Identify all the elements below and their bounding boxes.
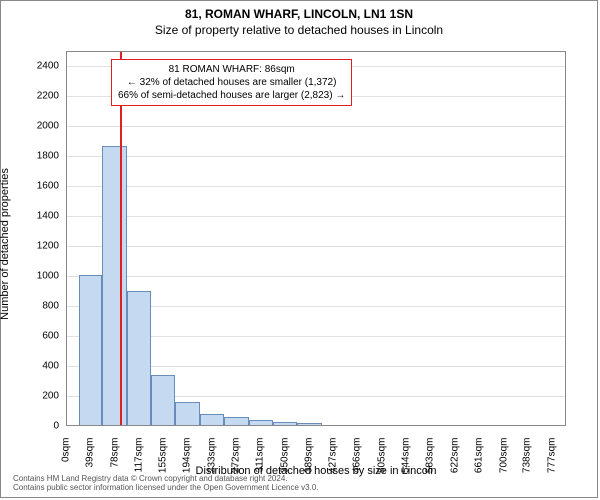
plot-border — [66, 51, 566, 426]
footer-line-2: Contains public sector information licen… — [13, 484, 319, 493]
plot-area: 81 ROMAN WHARF: 86sqm ← 32% of detached … — [66, 51, 566, 426]
x-tick: 777sqm — [546, 438, 557, 488]
y-tick: 1600 — [19, 181, 59, 192]
x-tick: 700sqm — [498, 438, 509, 488]
y-tick: 1800 — [19, 151, 59, 162]
x-tick: 505sqm — [376, 438, 387, 488]
y-tick: 2000 — [19, 121, 59, 132]
y-tick: 1200 — [19, 241, 59, 252]
chart-container: 81, ROMAN WHARF, LINCOLN, LN1 1SN Size o… — [0, 0, 598, 498]
y-tick: 2200 — [19, 91, 59, 102]
x-tick: 738sqm — [522, 438, 533, 488]
legend-line-3: 66% of semi-detached houses are larger (… — [118, 89, 345, 102]
legend-line-1: 81 ROMAN WHARF: 86sqm — [118, 63, 345, 76]
y-axis-ticks: 0200400600800100012001400160018002000220… — [23, 51, 63, 426]
x-tick: 427sqm — [327, 438, 338, 488]
y-tick: 800 — [19, 301, 59, 312]
y-tick: 200 — [19, 391, 59, 402]
y-tick: 1400 — [19, 211, 59, 222]
x-tick: 466sqm — [352, 438, 363, 488]
x-tick: 661sqm — [474, 438, 485, 488]
x-tick: 583sqm — [425, 438, 436, 488]
x-tick: 544sqm — [401, 438, 412, 488]
y-tick: 2400 — [19, 61, 59, 72]
y-tick: 0 — [19, 421, 59, 432]
chart-title: 81, ROMAN WHARF, LINCOLN, LN1 1SN — [1, 7, 597, 21]
y-tick: 400 — [19, 361, 59, 372]
y-axis-label: Number of detached properties — [0, 168, 11, 320]
x-tick: 622sqm — [449, 438, 460, 488]
y-tick: 600 — [19, 331, 59, 342]
legend-box: 81 ROMAN WHARF: 86sqm ← 32% of detached … — [111, 59, 352, 106]
y-tick: 1000 — [19, 271, 59, 282]
footer-attribution: Contains HM Land Registry data © Crown c… — [13, 475, 319, 493]
chart-subtitle: Size of property relative to detached ho… — [1, 23, 597, 37]
legend-line-2: ← 32% of detached houses are smaller (1,… — [118, 76, 345, 89]
